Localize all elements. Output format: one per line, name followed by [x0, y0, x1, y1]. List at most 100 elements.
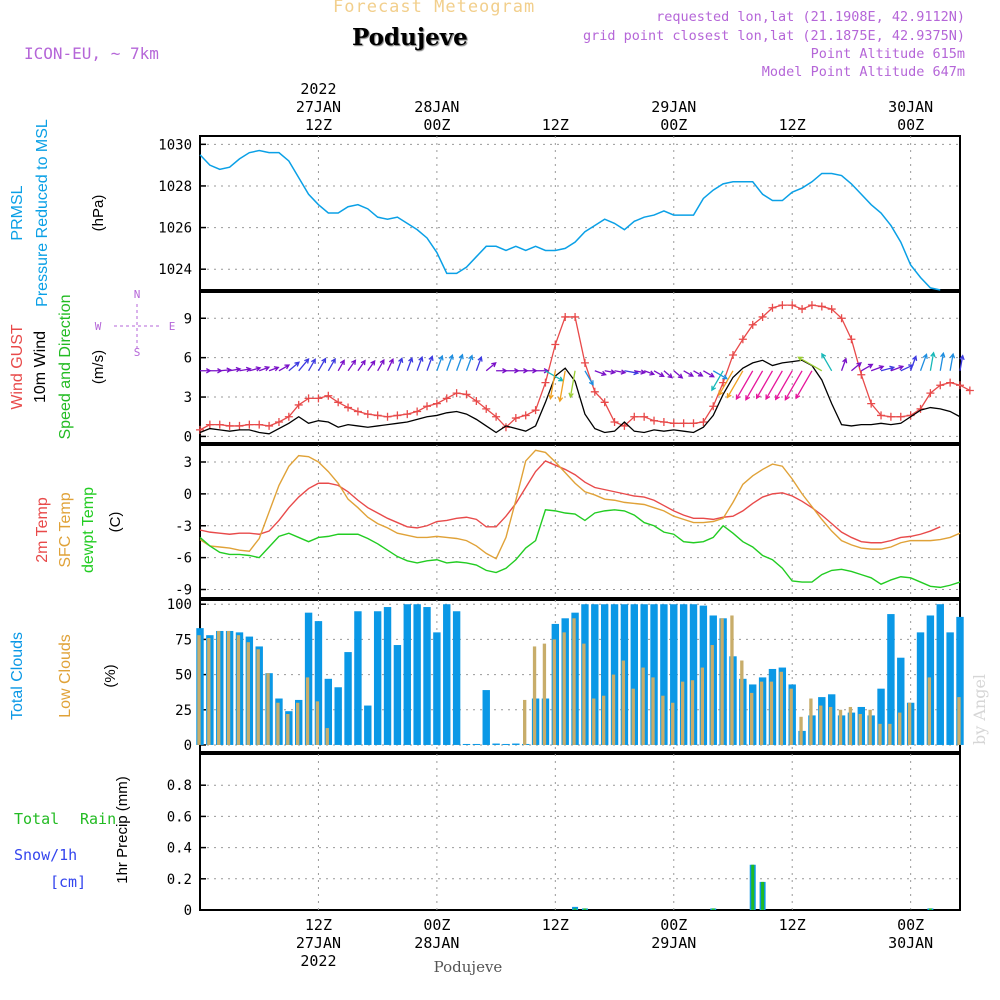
time-label-bottom: 29JAN: [651, 934, 696, 952]
gust-marker: [857, 370, 866, 379]
clouds-tick-label: 0: [184, 738, 192, 754]
wind-tick-label: 3: [184, 390, 192, 406]
total-cloud-bar: [393, 645, 402, 745]
wind-direction-arrow: [851, 361, 862, 372]
wind-direction-arrow: [416, 355, 424, 372]
low-cloud-bar: [276, 702, 280, 745]
wind-direction-arrow: [475, 355, 483, 372]
gust-marker: [324, 391, 333, 400]
low-cloud-bar: [690, 680, 695, 745]
low-cloud-bar: [858, 714, 862, 745]
gust-marker: [393, 411, 402, 420]
temperature-panel: -9 -6 -3 0 3: [175, 444, 961, 599]
low-cloud-bar: [750, 692, 754, 745]
time-label-bottom: 00Z: [423, 916, 450, 934]
gust-marker: [284, 412, 293, 421]
low-cloud-bar: [809, 698, 813, 745]
gust-marker: [403, 410, 412, 419]
gust-marker: [738, 335, 747, 344]
total-cloud-bar: [364, 705, 372, 745]
wind-panel: 0 3 6 9: [184, 291, 961, 445]
pressure-frame: [199, 135, 961, 291]
precip-panel: 0 0.2 0.4 0.6 0.8: [167, 753, 961, 919]
low-cloud-bar: [266, 673, 270, 745]
wind-direction-arrow: [755, 370, 774, 400]
wind-direction-arrow: [711, 370, 724, 392]
wind-direction-arrow: [288, 361, 300, 372]
temperature-frame: [199, 444, 961, 599]
gust-marker: [452, 389, 461, 398]
pressure-sublabel: Pressure Reduced to MSL: [34, 119, 51, 307]
wind-direction-arrow: [795, 370, 813, 400]
gust-marker: [580, 358, 589, 367]
total-cloud-bar: [887, 614, 895, 745]
wind-direction-arrow: [515, 368, 529, 374]
gust-marker: [669, 419, 678, 428]
temperature-tick-label: -6: [175, 551, 192, 567]
low-cloud-bar: [236, 635, 241, 745]
low-cloud-bar: [641, 667, 645, 745]
wind-speed-line: [199, 359, 961, 435]
total-cloud-bar: [443, 604, 451, 745]
wind-direction-arrow: [949, 352, 956, 371]
precip-rain-bar: [761, 881, 765, 910]
temperature-tick-label: 3: [184, 455, 192, 471]
low-cloud-bar: [759, 681, 764, 745]
wind-direction-arrow: [718, 370, 734, 397]
low-cloud-bar: [838, 709, 843, 745]
wind-direction-arrow: [735, 370, 754, 401]
t2m-label: 2m Temp: [34, 497, 51, 563]
gust-marker: [758, 312, 767, 321]
precip-frame: [199, 753, 961, 911]
low-cloud-bar: [592, 698, 596, 745]
gust-marker: [748, 320, 757, 329]
gridpoint-coords: grid point closest lon,lat (21.1875E, 42…: [582, 28, 965, 44]
wind-direction-arrow: [880, 365, 896, 372]
time-label-top: 12Z: [779, 116, 806, 134]
gust-marker: [807, 301, 816, 310]
gust-marker: [541, 378, 550, 387]
total-cloud-bar: [462, 743, 471, 745]
wind-direction-arrow: [249, 366, 262, 372]
precip-rain-bar: [751, 864, 755, 910]
time-label-top: 12Z: [305, 116, 332, 134]
clouds-tick-label: 100: [167, 597, 192, 613]
time-label-bottom: 12Z: [779, 916, 806, 934]
gust-marker: [551, 340, 560, 349]
wind-direction-arrow: [357, 359, 366, 372]
low-cloud-bar: [828, 706, 833, 745]
total-cloud-bar: [492, 743, 500, 745]
clouds-frame: [199, 599, 961, 753]
gust-marker: [956, 381, 964, 390]
dewpoint-line: [199, 509, 961, 589]
pressure-line: [199, 149, 941, 291]
pressure-label: PRMSL: [9, 185, 26, 240]
gust-marker: [245, 420, 254, 429]
gust-marker: [472, 396, 481, 405]
gust-marker: [531, 406, 540, 415]
gust-marker: [965, 386, 974, 395]
gust-marker: [699, 417, 708, 426]
total-cloud-bar: [334, 687, 342, 745]
gust-marker: [482, 404, 491, 413]
total-cloud-bar: [897, 657, 905, 745]
low-cloud-bar: [769, 681, 774, 745]
time-label-top: 2022: [300, 80, 336, 98]
wind-direction-arrow: [653, 370, 665, 378]
low-cloud-bar: [523, 699, 527, 745]
total-cloud-bar: [413, 604, 421, 745]
gust-marker: [274, 417, 283, 426]
total-cloud-bar: [512, 743, 520, 745]
total-cloud-bar: [630, 604, 638, 745]
gust-marker: [679, 419, 688, 428]
wind-direction-arrow: [308, 358, 316, 372]
wind-direction-arrow: [268, 366, 280, 372]
total-cloud-bar: [314, 621, 323, 745]
gust-marker: [590, 387, 599, 396]
low-cloud-bar: [740, 660, 744, 745]
gust-marker: [196, 425, 204, 434]
gust-marker: [610, 417, 619, 426]
gust-marker: [600, 398, 609, 407]
pressure-tick-label: 1028: [158, 179, 192, 195]
footer-location: Podujeve: [434, 958, 503, 976]
